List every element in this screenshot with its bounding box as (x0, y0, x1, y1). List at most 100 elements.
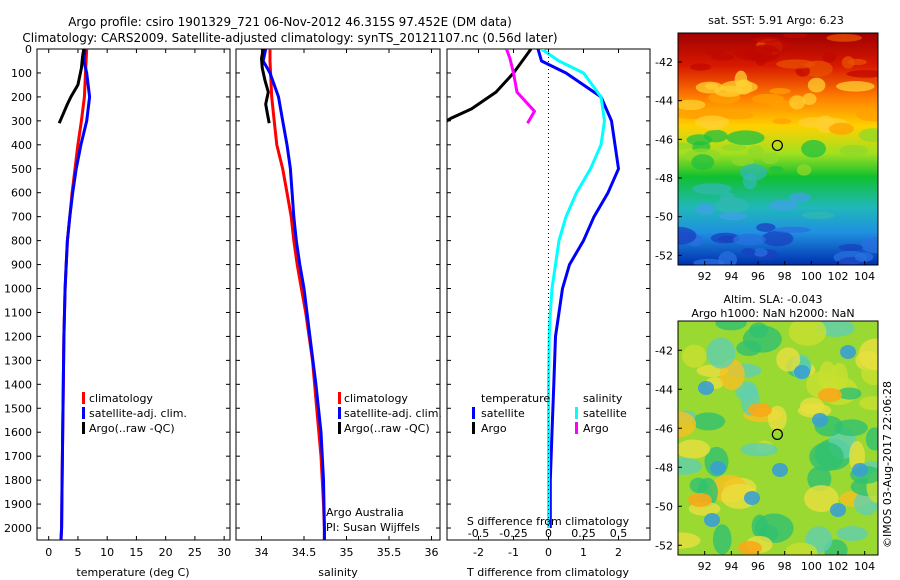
sst-texture (801, 211, 835, 219)
sst-map-title: sat. SST: 5.91 Argo: 6.23 (708, 14, 844, 27)
x-tick-label: 10 (100, 546, 114, 559)
y-tick-label: 800 (11, 235, 32, 248)
sla-texture (859, 396, 878, 411)
sla-map-ticks: 92 94 96 98 100 102 104 -42 -44 -46 -48 -50 -52 (655, 344, 875, 573)
legend-label-argo: Argo(..raw -QC) (344, 422, 430, 435)
figure-title-line1: Argo profile: csiro 1901329_721 06-Nov-2… (68, 15, 512, 29)
sla-map-title-line2: Argo h1000: NaN h2000: NaN (691, 307, 854, 320)
sst-texture (678, 99, 706, 111)
sla-texture (837, 387, 862, 400)
map-x-tick-label: 96 (751, 560, 765, 573)
sla-texture (807, 466, 832, 492)
y-tick-label: 1100 (4, 306, 32, 319)
sst-texture (733, 233, 766, 246)
sla-map-axes (677, 320, 879, 556)
sst-texture (678, 142, 694, 150)
series-line (540, 49, 606, 528)
x-tick-label: 15 (129, 546, 143, 559)
sst-texture (693, 258, 725, 265)
sla-texture (740, 442, 778, 457)
temperature-axes (36, 48, 231, 541)
x-tick-label: 30 (217, 546, 231, 559)
sst-texture (714, 85, 744, 97)
sst-texture (718, 235, 737, 243)
legend-swatch-s-satellite (575, 407, 578, 419)
map-x-tick-label: 94 (724, 270, 738, 283)
sla-texture (691, 412, 726, 431)
sst-texture (719, 192, 735, 203)
sst-map-axes (677, 32, 879, 266)
map-y-tick-label: -46 (655, 133, 673, 146)
legend-label-climatology: climatology (344, 392, 408, 405)
y-tick-label: 600 (11, 187, 32, 200)
sst-texture (768, 166, 784, 173)
sst-texture (686, 134, 713, 146)
series-line (536, 49, 620, 528)
sla-texture (785, 542, 818, 555)
sst-texture (839, 145, 869, 156)
sla-texture (688, 493, 712, 507)
x-tick-label: 35 (340, 546, 354, 559)
sla-texture (744, 491, 760, 505)
sla-texture (772, 463, 788, 477)
sst-texture (692, 183, 732, 195)
y-tick-label: 700 (11, 211, 32, 224)
sst-texture (678, 226, 697, 245)
sla-texture (836, 526, 868, 542)
legend-title-temperature: temperature (481, 392, 550, 405)
sla-texture (830, 503, 846, 517)
s-difference-label: S difference from climatology (467, 515, 630, 528)
sst-texture (796, 164, 812, 176)
legend-label-t-argo: Argo (481, 422, 507, 435)
sst-texture (720, 111, 755, 120)
x-tick-label: 5 (74, 546, 81, 559)
legend-label-satellite: satellite-adj. clim. (89, 407, 187, 420)
sla-texture (800, 397, 825, 415)
legend-swatch-t-satellite (472, 407, 475, 419)
sst-texture (762, 152, 779, 165)
sla-texture (812, 413, 828, 427)
sst-texture (753, 248, 768, 257)
sla-texture (710, 461, 726, 475)
sst-texture (694, 115, 730, 129)
sst-texture (789, 95, 806, 110)
sst-texture (689, 63, 712, 71)
legend-label-t-satellite: satellite (481, 407, 525, 420)
series-line (59, 49, 92, 540)
sla-texture (715, 321, 747, 331)
salinity-legend: climatology satellite-adj. clim. Argo(..… (338, 392, 442, 435)
data-source-annotation: Argo Australia (326, 506, 404, 519)
s-tick-label: 0.5 (610, 527, 628, 540)
sla-map-title-line1: Altim. SLA: -0.043 (723, 293, 822, 306)
sst-texture (761, 230, 794, 247)
difference-xlabel: T difference from climatology (466, 566, 629, 579)
series-line (57, 49, 86, 124)
map-x-tick-label: 104 (854, 270, 875, 283)
sla-texture (834, 419, 868, 437)
y-tick-label: 400 (11, 139, 32, 152)
sst-texture (751, 93, 785, 104)
sst-texture (822, 51, 837, 63)
legend-label-climatology: climatology (89, 392, 153, 405)
sla-texture (682, 344, 707, 368)
sst-texture (721, 144, 747, 151)
sla-texture (712, 524, 732, 555)
x-tick-label: 25 (188, 546, 202, 559)
y-tick-label: 1400 (4, 378, 32, 391)
map-x-tick-label: 98 (778, 270, 792, 283)
sst-map-ticks: 92 94 96 98 100 102 104 -42 -44 -46 -48 -50 -52 (655, 56, 875, 283)
sla-texture (748, 403, 772, 417)
map-x-tick-label: 104 (854, 560, 875, 573)
sla-texture (749, 322, 768, 338)
temperature-xlabel: temperature (deg C) (76, 566, 189, 579)
sla-texture (852, 463, 868, 477)
sst-texture (807, 77, 826, 93)
map-y-tick-label: -48 (655, 172, 673, 185)
sst-texture (772, 118, 792, 125)
sst-texture (841, 56, 855, 69)
sst-texture (836, 81, 875, 92)
y-tick-label: 900 (11, 259, 32, 272)
sla-texture (776, 347, 801, 372)
sla-texture (818, 361, 837, 393)
sst-texture (801, 139, 827, 158)
